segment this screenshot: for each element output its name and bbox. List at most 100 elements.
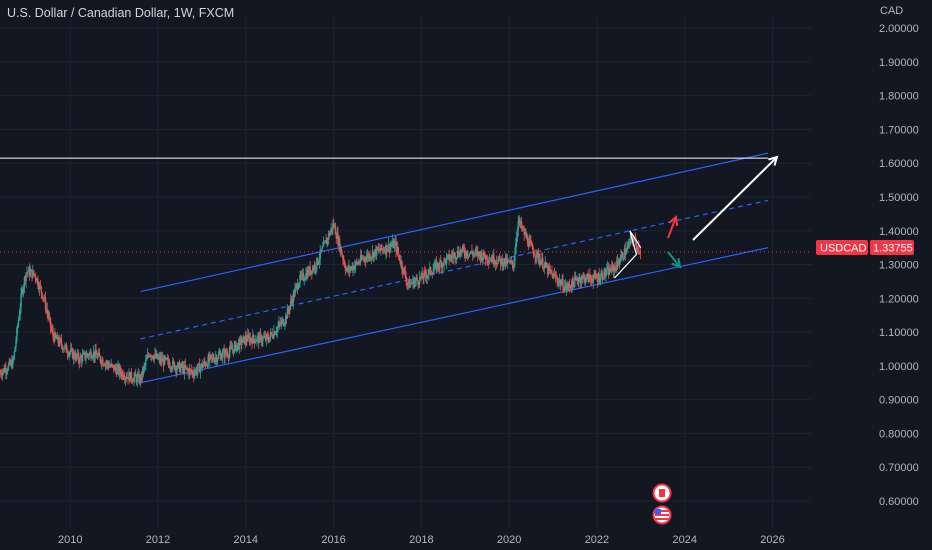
candle-body (317, 262, 320, 264)
candle-body (284, 315, 287, 324)
candle-body (627, 245, 629, 247)
candle-body (387, 244, 390, 250)
candle-body (554, 274, 557, 278)
candle-body (115, 369, 117, 375)
candle-body (220, 357, 223, 361)
candle-body (22, 289, 24, 293)
candle-body (338, 238, 341, 251)
candle-body (270, 332, 273, 334)
candle-body (202, 365, 204, 368)
arrow-up-red-shaft (667, 216, 677, 239)
candle-body (217, 354, 219, 360)
candle-body (628, 242, 631, 245)
candle-body (130, 371, 133, 380)
candle-body (370, 257, 372, 260)
candle-body (478, 251, 481, 255)
candle-body (47, 312, 49, 317)
candle-body (18, 314, 21, 320)
currency-label: CAD (880, 5, 904, 17)
candle-body (166, 357, 168, 360)
candle-body (485, 255, 487, 260)
candle-body (70, 348, 73, 350)
candle-body (456, 250, 459, 258)
candle-body (174, 366, 176, 370)
candle-body (124, 377, 127, 380)
candle-body (132, 381, 134, 382)
candle-body (104, 363, 107, 366)
candle-body (413, 279, 415, 287)
candle-body (147, 354, 150, 356)
candle-body (83, 352, 85, 354)
candle-body (409, 283, 412, 288)
candle-body (17, 319, 20, 326)
candle-body (468, 253, 471, 257)
candle-body (215, 357, 217, 360)
candle-body (455, 258, 457, 260)
candle-body (540, 262, 542, 265)
candle-body (89, 351, 91, 354)
candle-body (274, 332, 277, 335)
candle-body (263, 336, 266, 338)
candle-body (197, 364, 199, 370)
annotations-layer[interactable] (614, 155, 779, 279)
candle-body (81, 354, 84, 362)
flag-us-icon[interactable] (652, 505, 672, 525)
candle-body (87, 355, 90, 357)
candle-body (291, 301, 294, 304)
price-axis[interactable]: 2.00000 1.90000 1.80000 1.70000 1.60000 1.500… (879, 23, 919, 508)
candle-body (97, 355, 99, 358)
candle-body (473, 253, 476, 255)
time-axis[interactable]: 2010 2012 2014 2016 2018 2020 2022 2024 2026 (58, 534, 785, 546)
channel-drawing[interactable] (0, 152, 812, 384)
candle-body (268, 339, 270, 342)
candle-body (98, 352, 101, 357)
y-tick-label: 1.50000 (879, 192, 919, 204)
candle-body (439, 260, 441, 268)
candle-body (258, 333, 261, 343)
candle-body (267, 336, 269, 340)
candle-body (368, 254, 370, 259)
candle-body (452, 254, 455, 258)
candle-body (160, 357, 162, 362)
candle-body (373, 251, 375, 258)
candle-body (142, 368, 144, 376)
candle-body (466, 251, 468, 256)
candle-body (569, 286, 572, 288)
candle-body (520, 222, 522, 225)
candle-body (337, 232, 339, 245)
candle-body (611, 264, 614, 267)
candle-body (6, 371, 8, 373)
candle-body (556, 277, 558, 282)
candle-body (406, 282, 408, 284)
candle-body (435, 262, 438, 271)
flag-canada-icon[interactable] (652, 483, 672, 503)
candle-body (311, 270, 313, 274)
candle-body (391, 245, 393, 247)
candle-body (16, 328, 18, 341)
candle-body (359, 255, 362, 263)
candle-body (437, 263, 439, 267)
candle-body (551, 272, 553, 274)
candle-body (123, 377, 125, 379)
candle-body (497, 259, 499, 264)
candle-body (607, 267, 610, 276)
candle-body (133, 377, 135, 382)
y-tick-label: 1.80000 (879, 91, 919, 103)
x-tick-label: 2026 (760, 534, 784, 546)
candle-body (457, 250, 460, 256)
arrow-up-red-head (668, 215, 679, 227)
candle-body (284, 323, 286, 325)
candle-body (187, 369, 189, 371)
candle-body (263, 337, 265, 339)
y-tick-label: 1.40000 (879, 226, 919, 238)
candle-body (126, 377, 128, 379)
candle-body (608, 267, 610, 276)
candle-body (74, 357, 76, 360)
candle-body (6, 369, 9, 372)
candle-body (397, 246, 399, 253)
candle-body (309, 266, 311, 274)
candle-body (598, 274, 600, 282)
arrow-up-red (667, 215, 679, 239)
event-markers[interactable] (652, 483, 672, 525)
